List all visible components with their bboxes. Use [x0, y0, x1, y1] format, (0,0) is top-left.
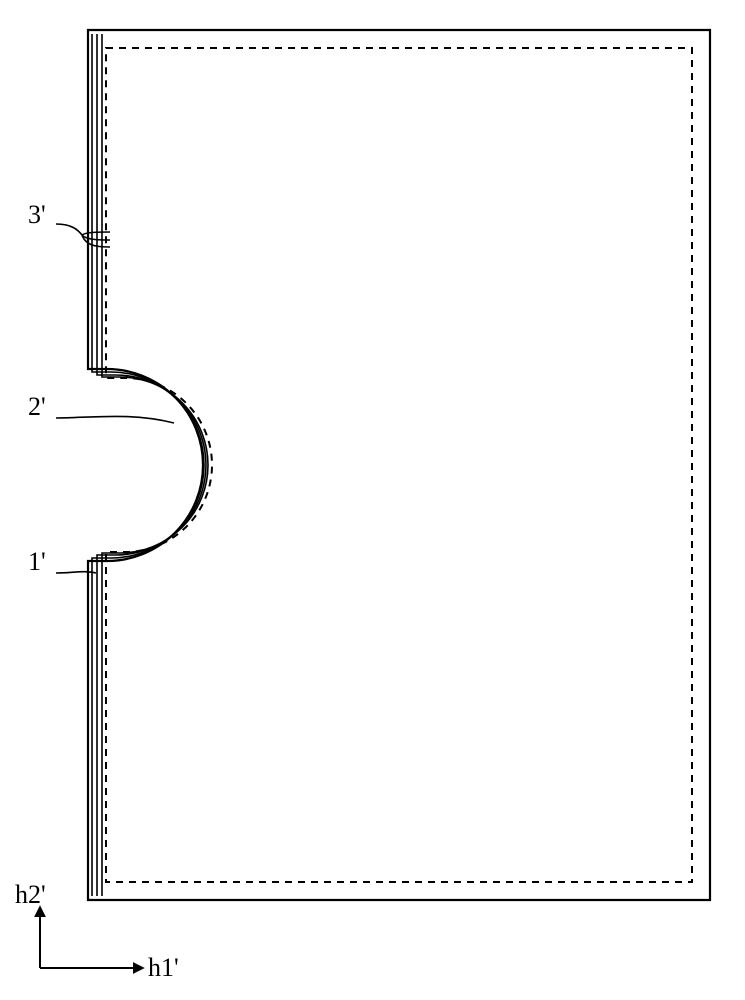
- leader-1: [56, 572, 96, 573]
- axis-label-h2: h2': [15, 880, 46, 910]
- label-3: 3': [28, 200, 46, 230]
- semicircle-line-2: [97, 34, 206, 896]
- axis-label-h1: h1': [148, 953, 179, 983]
- semicircle-line-3: [102, 34, 208, 896]
- label-2: 2': [28, 392, 46, 422]
- diagram-canvas: 3' 2' 1' h1' h2': [0, 0, 745, 1000]
- label-1: 1': [28, 547, 46, 577]
- semicircle-line-1: [92, 34, 204, 896]
- inner-dashed-frame: [106, 48, 692, 882]
- outer-frame: [88, 30, 710, 900]
- leader-2: [56, 416, 174, 423]
- diagram-svg: [0, 0, 745, 1000]
